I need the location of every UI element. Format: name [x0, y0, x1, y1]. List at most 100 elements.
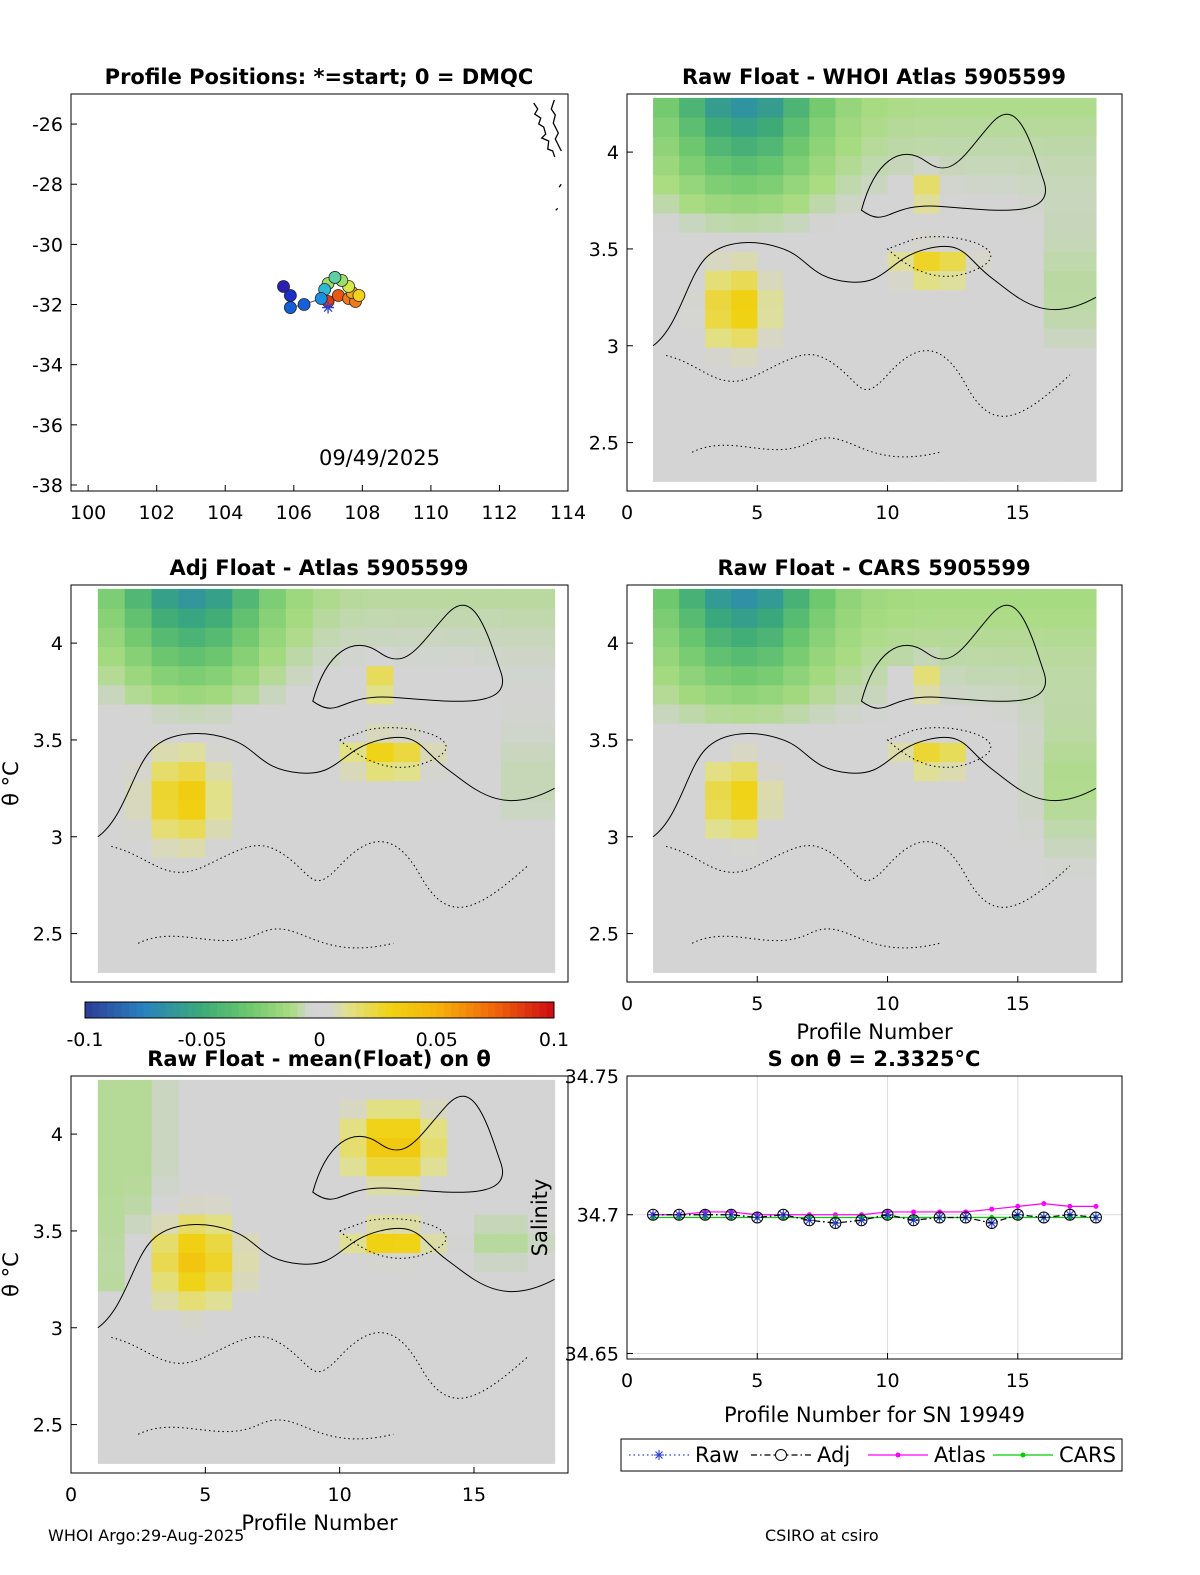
theta-tick-label: 3	[51, 1318, 63, 1340]
heat-cell	[259, 953, 287, 973]
heat-cell	[705, 193, 732, 214]
heat-cell	[473, 627, 502, 647]
heat-cell	[783, 423, 810, 444]
colorbar-cell	[495, 1002, 504, 1018]
heat-cell	[473, 895, 502, 916]
heat-cell	[653, 327, 680, 348]
heat-cell	[1017, 97, 1045, 118]
heat-cell	[913, 193, 941, 214]
heat-cell	[339, 857, 368, 878]
heat-cell	[393, 627, 421, 647]
heat-cell	[1043, 953, 1071, 973]
heat-cell	[679, 646, 706, 667]
heat-cell	[473, 1099, 502, 1119]
profile-marker	[297, 298, 311, 311]
theta-tick-label: 3.5	[589, 239, 619, 261]
heat-cell	[679, 423, 706, 444]
heat-cell	[653, 212, 680, 233]
axes-box	[70, 93, 569, 492]
adj-point	[933, 1211, 946, 1224]
heat-cell	[420, 588, 448, 609]
heat-cell	[939, 97, 967, 118]
heat-cell	[312, 1444, 341, 1464]
lat-tick-label: -36	[32, 415, 63, 437]
footer-right: CSIRO at csiro	[765, 1526, 879, 1545]
heat-cell	[861, 627, 889, 647]
heat-cell	[1043, 404, 1071, 425]
heat-cell	[861, 97, 889, 118]
heat-cell	[1017, 251, 1045, 272]
heat-cell	[339, 876, 368, 897]
heat-cell	[939, 327, 967, 348]
heat-cell	[653, 174, 680, 195]
heat-cell	[312, 1367, 341, 1388]
heat-cell	[1043, 251, 1071, 272]
heat-cell	[285, 1329, 314, 1349]
heat-cell	[339, 1099, 368, 1119]
heat-cell	[232, 703, 260, 724]
heat-cell	[705, 646, 732, 667]
colorbar-cell	[370, 1002, 379, 1018]
heat-cell	[731, 588, 758, 609]
heat-cell	[527, 953, 556, 973]
heat-cell	[312, 1079, 341, 1100]
heat-cell	[1017, 385, 1045, 406]
heat-cell	[783, 385, 810, 406]
heat-cell	[1017, 155, 1045, 176]
contour-line	[97, 1224, 555, 1329]
heat-cell	[1069, 857, 1097, 878]
heat-cell	[783, 799, 810, 820]
heat-cell	[178, 953, 206, 973]
heat-cell	[500, 895, 529, 916]
heat-cell	[731, 723, 758, 743]
heat-cell	[500, 1175, 529, 1196]
heat-cell	[178, 1290, 206, 1311]
heat-cell	[285, 818, 314, 839]
colorbar-cell	[436, 1002, 445, 1018]
heat-cell	[205, 1252, 233, 1273]
heat-cell	[285, 703, 314, 724]
heat-cell	[835, 289, 863, 310]
heat-cell	[205, 1156, 233, 1177]
heat-cell	[809, 193, 837, 214]
heat-cell	[339, 1194, 368, 1215]
heat-cell	[809, 270, 837, 291]
heat-cell	[366, 838, 394, 858]
heat-cell	[939, 780, 967, 801]
heat-cell	[178, 665, 206, 686]
heat-cell	[991, 117, 1019, 137]
heat-cell	[151, 1252, 180, 1273]
axes-box	[70, 1075, 569, 1474]
heat-cell	[366, 1444, 394, 1464]
heat-cell	[366, 914, 394, 935]
heat-cell	[1017, 117, 1045, 137]
heat-cell	[97, 857, 126, 878]
heat-cell	[731, 933, 758, 954]
heat-cell	[232, 1079, 260, 1100]
heat-cell	[312, 1329, 341, 1349]
heat-cell	[965, 703, 993, 724]
heat-cell	[285, 723, 314, 743]
heat-cell	[473, 1405, 502, 1426]
heat-cell	[259, 1079, 287, 1100]
legend-marker	[1020, 1452, 1026, 1458]
heat-cell	[447, 665, 475, 686]
heat-cell	[913, 462, 941, 482]
heat-cell	[473, 1118, 502, 1138]
heat-cell	[500, 1444, 529, 1464]
heat-cell	[500, 818, 529, 839]
heat-cell	[205, 895, 233, 916]
heat-cell	[366, 761, 394, 782]
theta-tick-label: 4	[607, 633, 619, 655]
heat-cell	[835, 270, 863, 291]
heat-cell	[809, 818, 837, 839]
heat-cell	[420, 1214, 448, 1234]
heat-cell	[1069, 876, 1097, 897]
heat-cell	[393, 1252, 421, 1273]
heat-cell	[1043, 665, 1071, 686]
heat-cell	[731, 174, 758, 195]
heat-cell	[500, 799, 529, 820]
heat-cell	[991, 193, 1019, 214]
heat-cell	[339, 1118, 368, 1138]
heat-cell	[965, 627, 993, 647]
